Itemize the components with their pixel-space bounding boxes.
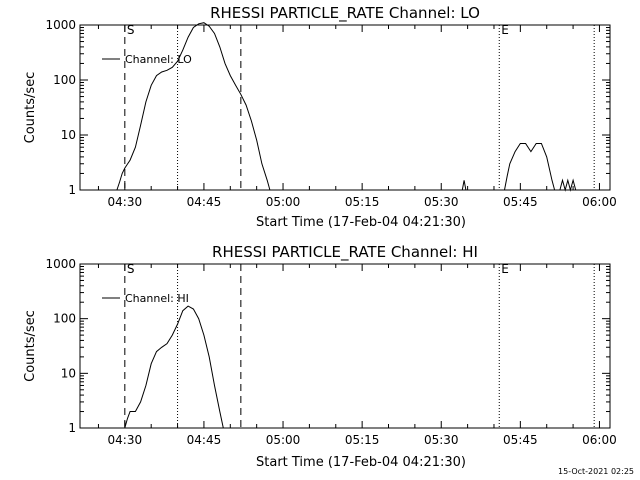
x-tick-label: 05:45	[503, 433, 538, 447]
marker-label: E	[501, 23, 509, 37]
series-line	[504, 143, 556, 191]
y-tick-label: 100	[53, 73, 76, 87]
panel-hi: RHESSI PARTICLE_RATE Channel: HI 04:30 04:…	[23, 243, 617, 470]
y-tick-label: 1000	[45, 257, 76, 271]
x-tick-label: 06:00	[582, 195, 617, 209]
series-line	[461, 180, 467, 191]
x-tick-label: 05:45	[503, 195, 538, 209]
y-tick-label: 10	[61, 128, 76, 142]
y-tick-label: 1	[68, 183, 76, 197]
marker-label: S	[127, 23, 135, 37]
x-tick-label: 04:45	[187, 195, 222, 209]
x-tick-label: 06:00	[582, 433, 617, 447]
x-tick-label: 04:30	[108, 433, 143, 447]
y-tick-label: 1000	[45, 18, 76, 32]
plot-timestamp: 15-Oct-2021 02:25	[558, 467, 634, 476]
y-tick-label: 100	[53, 312, 76, 326]
plot-frame	[79, 24, 611, 191]
x-tick-label: 05:00	[266, 195, 301, 209]
series-line	[559, 178, 577, 192]
x-tick-label: 04:30	[108, 195, 143, 209]
series-line	[124, 305, 224, 429]
legend-label: Channel: HI	[125, 292, 189, 305]
marker-label: E	[501, 262, 509, 276]
x-axis-label: Start Time (17-Feb-04 04:21:30)	[256, 455, 466, 470]
x-tick-label: 05:15	[345, 195, 380, 209]
x-tick-label: 05:30	[424, 195, 459, 209]
panel-lo: RHESSI PARTICLE_RATE Channel: LO 04:30 04:…	[23, 4, 617, 230]
y-tick-label: 10	[61, 366, 76, 380]
x-tick-label: 05:30	[424, 433, 459, 447]
chart-title: RHESSI PARTICLE_RATE Channel: HI	[212, 243, 478, 262]
chart-title: RHESSI PARTICLE_RATE Channel: LO	[210, 4, 480, 23]
x-axis-label: Start Time (17-Feb-04 04:21:30)	[256, 215, 466, 230]
series-line	[116, 22, 271, 191]
x-tick-label: 05:15	[345, 433, 380, 447]
legend-label: Channel: LO	[125, 53, 192, 66]
x-tick-label: 05:00	[266, 433, 301, 447]
x-tick-label: 04:45	[187, 433, 222, 447]
y-tick-label: 1	[68, 421, 76, 435]
y-axis-label: Counts/sec	[23, 310, 38, 382]
marker-label: S	[127, 262, 135, 276]
y-axis-label: Counts/sec	[23, 72, 38, 144]
plot-frame	[79, 263, 611, 429]
